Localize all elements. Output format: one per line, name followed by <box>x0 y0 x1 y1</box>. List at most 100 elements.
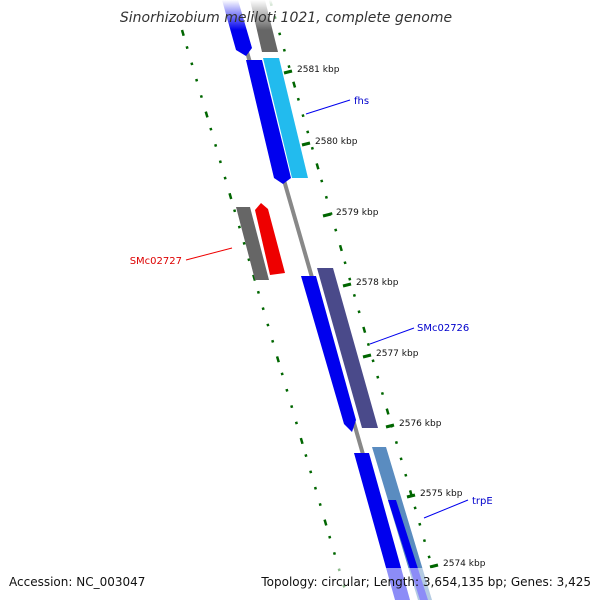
gc-track-dot <box>195 78 199 82</box>
gc-track-dot <box>422 539 427 543</box>
gc-track-dot <box>256 290 260 294</box>
gc-track-dot <box>366 342 370 347</box>
gc-track-dot <box>320 179 324 183</box>
label-connectors <box>185 99 469 519</box>
gc-track-dot <box>228 192 233 200</box>
gc-track-dot <box>310 146 314 150</box>
gc-track-dot <box>352 293 356 297</box>
scale-tick <box>283 69 293 75</box>
gene-feature-fhs[interactable] <box>263 58 308 178</box>
gc-track-dot <box>301 114 305 118</box>
genome-summary-text: Topology: circular; Length: 3,654,135 bp… <box>260 575 591 589</box>
gc-track-dot <box>299 437 304 445</box>
gc-track-dot <box>413 506 417 510</box>
gc-track-dot <box>338 244 343 252</box>
scale-tick <box>362 353 372 359</box>
gc-track-dot <box>332 551 337 556</box>
gc-track-dot <box>242 241 246 245</box>
gc-track-dot <box>204 111 209 118</box>
gc-track-dot <box>371 359 375 363</box>
gc-track-dot <box>313 486 317 490</box>
gc-track-dot <box>282 48 286 52</box>
gc-track-dot <box>190 62 194 66</box>
gc-track-dot <box>427 555 431 559</box>
gc-track-dot <box>343 261 347 265</box>
gc-track-dot <box>309 470 313 474</box>
scale-tick-label: 2577 kbp <box>376 349 419 359</box>
gc-track-dot <box>275 356 280 363</box>
gc-track-dot <box>278 32 282 36</box>
scale-tick-label: 2578 kbp <box>356 278 399 288</box>
gc-track-dot <box>329 212 333 216</box>
gc-track-dot <box>357 310 361 314</box>
scale-tick <box>406 493 416 499</box>
gc-track-dot <box>362 326 367 334</box>
gc-track-dot <box>380 391 384 396</box>
cds-feature[interactable] <box>301 276 356 432</box>
gc-track-dot <box>376 375 380 379</box>
gc-track-dot <box>296 97 300 101</box>
accession-text: Accession: NC_003047 <box>9 575 145 589</box>
scale-tick <box>322 212 332 218</box>
scale-ruler: 2581 kbp 2580 kbp 2579 kbp 2578 kbp 2577 kbp… <box>283 65 486 569</box>
gene-feature-gray[interactable] <box>236 207 269 280</box>
gene-label-smc02727[interactable]: SMc02727 <box>130 256 182 267</box>
gc-track-dot <box>261 307 265 311</box>
gc-track-dot <box>348 277 352 281</box>
gene-label-trpe[interactable]: trpE <box>472 496 493 507</box>
gc-track-dot <box>399 457 403 461</box>
gc-track-dot <box>233 209 237 213</box>
gc-track-dot <box>306 130 310 134</box>
gc-track-dot <box>218 160 222 164</box>
gc-track-dot <box>323 519 328 526</box>
title-fade <box>120 0 480 30</box>
gc-track-dot <box>237 225 241 229</box>
scale-tick <box>385 423 395 429</box>
cds-feature[interactable] <box>354 453 410 600</box>
footer-band <box>0 568 600 600</box>
gc-track-dot <box>290 405 294 409</box>
gc-track-dot <box>385 408 390 415</box>
gc-track-dot <box>180 29 185 37</box>
gc-track-dot <box>304 454 308 458</box>
gc-track-dot <box>223 176 227 180</box>
gc-track-dot <box>334 228 338 232</box>
scale-tick <box>429 563 439 569</box>
gc-track-dot <box>266 323 270 327</box>
gc-track-dot <box>271 339 275 343</box>
scale-tick <box>342 282 352 288</box>
gene-feature-smc02727[interactable] <box>255 203 285 275</box>
gc-track-dot <box>315 163 320 170</box>
gc-track-dot <box>287 65 291 69</box>
gc-content-track <box>180 0 431 588</box>
scale-tick-label: 2580 kbp <box>315 137 358 147</box>
map-title: Sinorhizobium meliloti 1021, complete ge… <box>120 10 452 26</box>
gc-track-dot <box>294 421 298 425</box>
gene-feature-smc02726[interactable] <box>317 268 378 428</box>
gc-track-dot <box>394 440 398 445</box>
gc-track-dot <box>209 127 213 131</box>
scale-tick-label: 2581 kbp <box>297 65 340 75</box>
gc-track-dot <box>185 45 189 50</box>
gene-label-smc02726[interactable]: SMc02726 <box>417 323 469 334</box>
gene-label-fhs[interactable]: fhs <box>354 96 369 107</box>
scale-tick-label: 2576 kbp <box>399 419 442 429</box>
feature-layer <box>222 0 432 600</box>
gc-track-dot <box>199 94 203 99</box>
gc-track-dot <box>324 195 328 199</box>
scale-tick-label: 2575 kbp <box>420 489 463 499</box>
cds-feature[interactable] <box>246 60 291 184</box>
scale-tick-label: 2574 kbp <box>443 559 486 569</box>
scale-tick <box>301 141 311 147</box>
gc-track-dot <box>214 143 218 148</box>
gc-track-dot <box>328 535 332 539</box>
gc-track-dot <box>280 372 284 376</box>
gc-track-dot <box>285 388 289 392</box>
gc-track-dot <box>252 274 257 281</box>
gc-track-dot <box>318 502 322 507</box>
scale-tick-label: 2579 kbp <box>336 208 379 218</box>
gc-track-dot <box>404 473 408 477</box>
gc-track-dot <box>292 81 297 88</box>
